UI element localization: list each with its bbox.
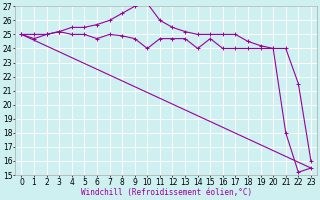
- X-axis label: Windchill (Refroidissement éolien,°C): Windchill (Refroidissement éolien,°C): [81, 188, 252, 197]
